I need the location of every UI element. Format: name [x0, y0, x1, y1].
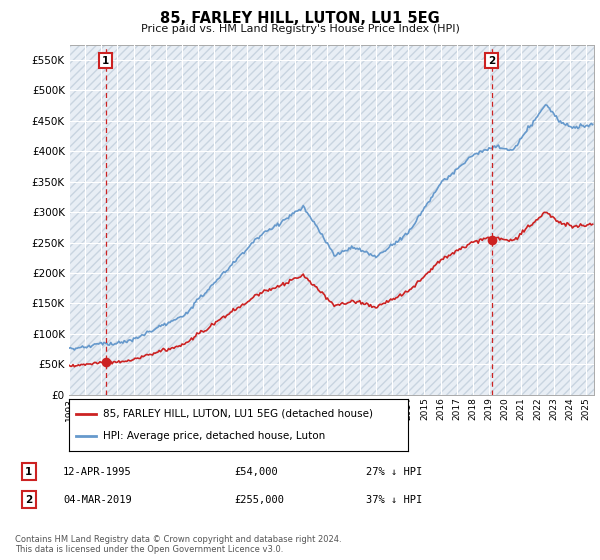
Text: 2: 2 — [488, 55, 496, 66]
Text: £54,000: £54,000 — [234, 466, 278, 477]
Text: Contains HM Land Registry data © Crown copyright and database right 2024.
This d: Contains HM Land Registry data © Crown c… — [15, 535, 341, 554]
Text: 27% ↓ HPI: 27% ↓ HPI — [366, 466, 422, 477]
Text: 37% ↓ HPI: 37% ↓ HPI — [366, 494, 422, 505]
Text: 04-MAR-2019: 04-MAR-2019 — [63, 494, 132, 505]
Text: 1: 1 — [102, 55, 109, 66]
Text: 2: 2 — [25, 494, 32, 505]
Text: 12-APR-1995: 12-APR-1995 — [63, 466, 132, 477]
Text: 85, FARLEY HILL, LUTON, LU1 5EG: 85, FARLEY HILL, LUTON, LU1 5EG — [160, 11, 440, 26]
Text: 1: 1 — [25, 466, 32, 477]
Text: Price paid vs. HM Land Registry's House Price Index (HPI): Price paid vs. HM Land Registry's House … — [140, 24, 460, 34]
Text: £255,000: £255,000 — [234, 494, 284, 505]
Text: HPI: Average price, detached house, Luton: HPI: Average price, detached house, Luto… — [103, 431, 325, 441]
Text: 85, FARLEY HILL, LUTON, LU1 5EG (detached house): 85, FARLEY HILL, LUTON, LU1 5EG (detache… — [103, 409, 373, 419]
